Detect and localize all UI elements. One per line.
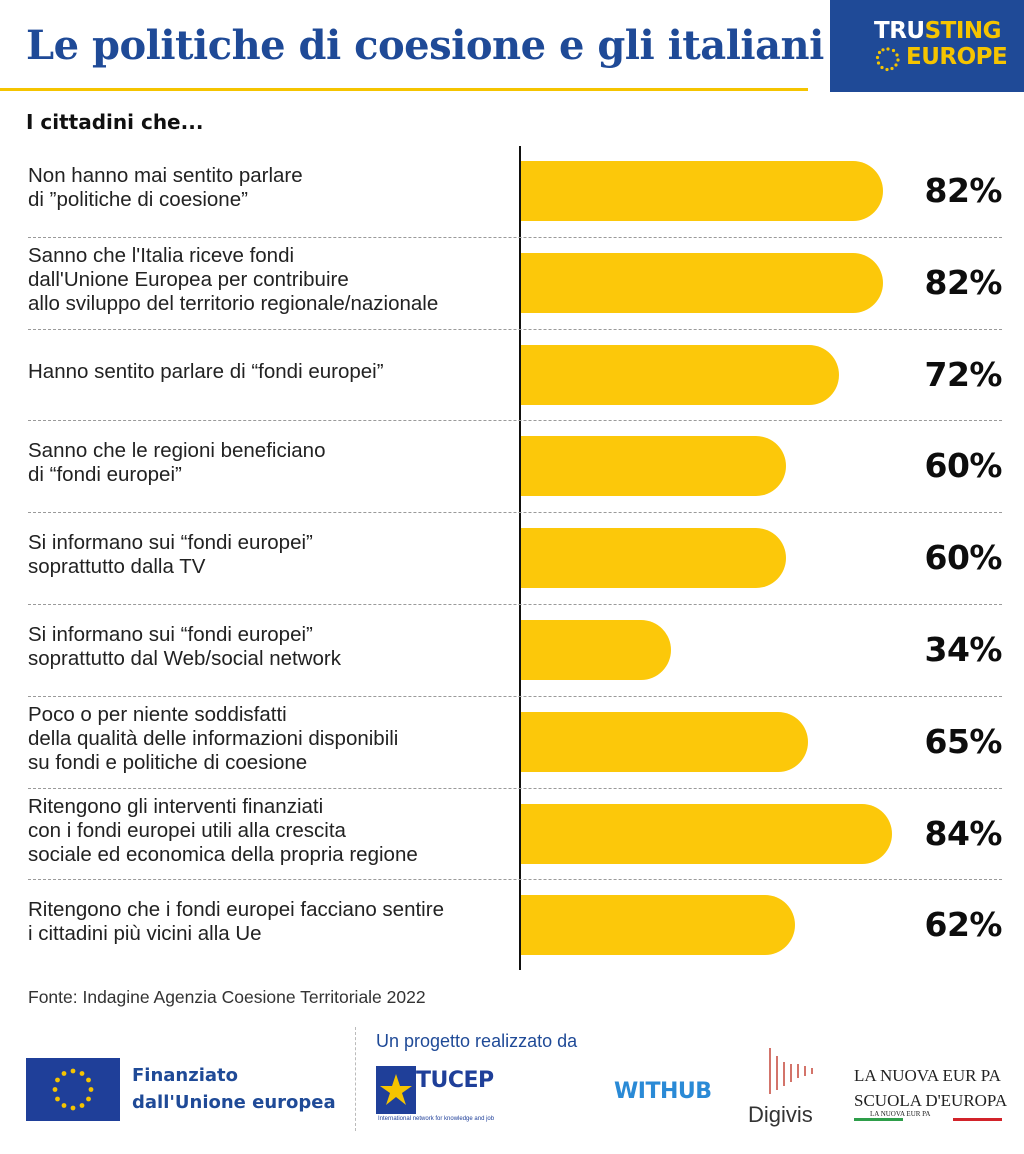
category-label-line: Sanno che le regioni beneficiano	[28, 439, 326, 463]
category-label: Sanno che l'Italia riceve fondi dall'Unio…	[28, 244, 508, 316]
withhub-logo: WITHUB	[614, 1079, 712, 1104]
digivis-logo-text: Digivis	[748, 1102, 813, 1127]
category-label-line: di ”politiche di coesione”	[28, 187, 248, 211]
trusting-europe-logo: TRUSTING EUROPE	[830, 0, 1024, 92]
row-separator	[28, 879, 1002, 881]
category-label-line: i cittadini più vicini alla Ue	[28, 922, 262, 946]
value-label: 82%	[924, 171, 1003, 210]
category-label: Si informano sui “fondi europei” soprattu…	[28, 623, 508, 671]
category-label-line: di “fondi europei”	[28, 463, 182, 487]
la-nuova-europa-text: LA NUOVA EUR PA	[854, 1066, 1001, 1085]
category-label: Ritengono che i fondi europei facciano s…	[28, 898, 508, 946]
eu-funding-text: Finanziato dall'Unione europea	[132, 1062, 336, 1116]
eu-stars-icon	[875, 47, 900, 72]
bar	[521, 620, 672, 680]
category-label-line: della qualità delle informazioni disponi…	[28, 726, 399, 750]
eu-funding-line-2: dall'Unione europea	[132, 1092, 336, 1113]
category-label: Sanno che le regioni beneficiano di “fond…	[28, 439, 508, 487]
title-underline	[0, 88, 808, 91]
bar-chart: Non hanno mai sentito parlare di ”politic…	[0, 146, 1024, 970]
category-label: Non hanno mai sentito parlare di ”politic…	[28, 164, 508, 212]
row-separator	[28, 328, 1002, 330]
bar	[521, 528, 786, 589]
row-separator	[28, 787, 1002, 789]
category-label-line: soprattutto dalla TV	[28, 555, 206, 579]
bar	[521, 344, 839, 405]
row-separator	[28, 420, 1002, 422]
la-nuova-europa-small-text: LA NUOVA EUR PA	[870, 1110, 931, 1118]
row-separator	[28, 512, 1002, 514]
brand-word-part-a: TRU	[874, 18, 925, 44]
scuola-d-europa-text: SCUOLA D'EUROPA	[854, 1091, 1008, 1110]
bar	[521, 711, 809, 772]
italian-tricolor-stripe	[854, 1118, 1002, 1121]
eu-funding-line-1: Finanziato	[132, 1065, 239, 1086]
eu-flag-icon	[26, 1058, 120, 1121]
row-separator	[28, 695, 1002, 697]
chart-axis-line	[519, 146, 521, 970]
row-separator	[28, 604, 1002, 605]
value-label: 34%	[924, 630, 1003, 669]
bar	[521, 895, 795, 956]
category-label-line: su fondi e politiche di coesione	[28, 750, 308, 774]
chart-subtitle: I cittadini che...	[26, 110, 204, 134]
value-label: 72%	[924, 354, 1003, 394]
category-label-line: Non hanno mai sentito parlare	[28, 163, 303, 187]
category-label-line: Poco o per niente soddisfatti	[28, 702, 287, 726]
bar	[521, 161, 884, 221]
category-label-line: allo sviluppo del territorio regionale/n…	[28, 291, 439, 315]
tucep-star-icon	[376, 1066, 416, 1114]
bar	[521, 436, 786, 497]
category-label-line: Sanno che l'Italia riceve fondi	[28, 243, 295, 267]
category-label-line: Si informano sui “fondi europei”	[28, 531, 313, 555]
category-label: Ritengono gli interventi finanziati con i…	[28, 795, 508, 867]
brand-word-part-b: STING	[924, 18, 1002, 44]
bar	[521, 803, 892, 864]
category-label-line: dall'Unione Europea per contribuire	[28, 267, 349, 291]
bar	[521, 252, 884, 313]
tucep-name: TUCEP	[416, 1068, 494, 1093]
value-label: 62%	[924, 905, 1003, 945]
category-label-line: con i fondi europei utili alla crescita	[28, 818, 346, 842]
value-label: 84%	[924, 813, 1003, 853]
category-label-line: Si informano sui “fondi europei”	[28, 622, 313, 646]
value-label: 82%	[924, 262, 1003, 302]
category-label: Hanno sentito parlare di “fondi europei”	[28, 360, 508, 384]
value-label: 60%	[924, 446, 1003, 486]
page-title: Le politiche di coesione e gli italiani	[26, 22, 824, 69]
category-label: Poco o per niente soddisfatti della quali…	[28, 703, 508, 775]
value-label: 60%	[924, 538, 1003, 578]
source-note: Fonte: Indagine Agenzia Coesione Territo…	[28, 987, 426, 1007]
brand-line-2: EUROPE	[906, 44, 1008, 70]
category-label-line: Ritengono che i fondi europei facciano s…	[28, 898, 444, 922]
tucep-tagline: International network for knowledge and …	[378, 1116, 495, 1122]
category-label: Si informano sui “fondi europei” soprattu…	[28, 531, 508, 579]
row-separator	[28, 236, 1002, 238]
project-label: Un progetto realizzato da	[376, 1031, 578, 1051]
digivis-bars-icon	[769, 1048, 813, 1094]
category-label-line: Hanno sentito parlare di “fondi europei”	[28, 359, 384, 383]
category-label-line: soprattutto dal Web/social network	[28, 646, 341, 670]
footer-divider	[355, 1027, 356, 1131]
category-label-line: sociale ed economica della propria regio…	[28, 842, 418, 866]
tucep-logo: TUCEP International network for knowledg…	[376, 1066, 504, 1128]
category-label-line: Ritengono gli interventi finanziati	[28, 794, 324, 818]
brand-line-1: TRUSTING	[874, 18, 1002, 44]
value-label: 65%	[924, 721, 1003, 761]
